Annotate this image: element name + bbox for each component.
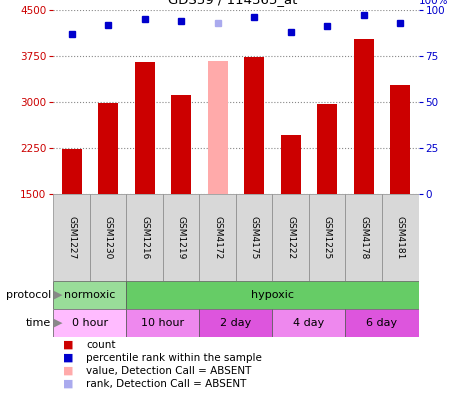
Text: GSM1219: GSM1219 bbox=[177, 216, 186, 259]
Text: normoxic: normoxic bbox=[64, 290, 116, 300]
Bar bbox=[126, 281, 418, 309]
Bar bbox=[309, 194, 345, 281]
Bar bbox=[244, 57, 264, 194]
Text: 4 day: 4 day bbox=[293, 318, 325, 328]
Text: count: count bbox=[86, 339, 115, 350]
Bar bbox=[354, 39, 374, 194]
Text: protocol: protocol bbox=[6, 290, 51, 300]
Text: 6 day: 6 day bbox=[366, 318, 398, 328]
Text: GSM4172: GSM4172 bbox=[213, 216, 222, 259]
Text: ■: ■ bbox=[63, 379, 73, 389]
Bar bbox=[272, 309, 345, 337]
Bar bbox=[126, 309, 199, 337]
Text: 100%: 100% bbox=[418, 0, 448, 6]
Text: ■: ■ bbox=[63, 352, 73, 363]
Bar bbox=[345, 309, 418, 337]
Text: value, Detection Call = ABSENT: value, Detection Call = ABSENT bbox=[86, 366, 252, 376]
Bar bbox=[90, 194, 126, 281]
Bar bbox=[272, 194, 309, 281]
Text: GSM4175: GSM4175 bbox=[250, 216, 259, 259]
Bar bbox=[53, 194, 90, 281]
Bar bbox=[98, 103, 118, 194]
Bar bbox=[53, 309, 126, 337]
Text: percentile rank within the sample: percentile rank within the sample bbox=[86, 352, 262, 363]
Bar bbox=[208, 61, 228, 194]
Bar bbox=[317, 105, 337, 194]
Text: time: time bbox=[26, 318, 51, 328]
Bar bbox=[390, 85, 410, 194]
Bar bbox=[236, 194, 272, 281]
Bar bbox=[281, 135, 301, 194]
Text: ■: ■ bbox=[63, 339, 73, 350]
Bar bbox=[345, 194, 382, 281]
Text: GSM1222: GSM1222 bbox=[286, 216, 295, 259]
Bar bbox=[126, 194, 163, 281]
Text: ▶: ▶ bbox=[54, 318, 63, 328]
Text: 10 hour: 10 hour bbox=[141, 318, 185, 328]
Bar bbox=[382, 194, 418, 281]
Text: rank, Detection Call = ABSENT: rank, Detection Call = ABSENT bbox=[86, 379, 246, 389]
Text: hypoxic: hypoxic bbox=[251, 290, 294, 300]
Text: ▶: ▶ bbox=[54, 290, 63, 300]
Text: GSM4178: GSM4178 bbox=[359, 216, 368, 259]
Text: ■: ■ bbox=[63, 366, 73, 376]
Text: GSM1227: GSM1227 bbox=[67, 216, 76, 259]
Text: GSM4181: GSM4181 bbox=[396, 216, 405, 259]
Text: 0 hour: 0 hour bbox=[72, 318, 108, 328]
Bar bbox=[62, 149, 82, 194]
Bar bbox=[171, 95, 191, 194]
Text: GSM1225: GSM1225 bbox=[323, 216, 332, 259]
Text: GSM1216: GSM1216 bbox=[140, 216, 149, 259]
Bar bbox=[199, 309, 272, 337]
Bar bbox=[135, 62, 155, 194]
Bar bbox=[53, 281, 126, 309]
Bar bbox=[163, 194, 199, 281]
Text: 2 day: 2 day bbox=[220, 318, 252, 328]
Text: GSM1230: GSM1230 bbox=[104, 216, 113, 259]
Bar bbox=[199, 194, 236, 281]
Text: GDS59 / 114365_at: GDS59 / 114365_at bbox=[168, 0, 297, 6]
